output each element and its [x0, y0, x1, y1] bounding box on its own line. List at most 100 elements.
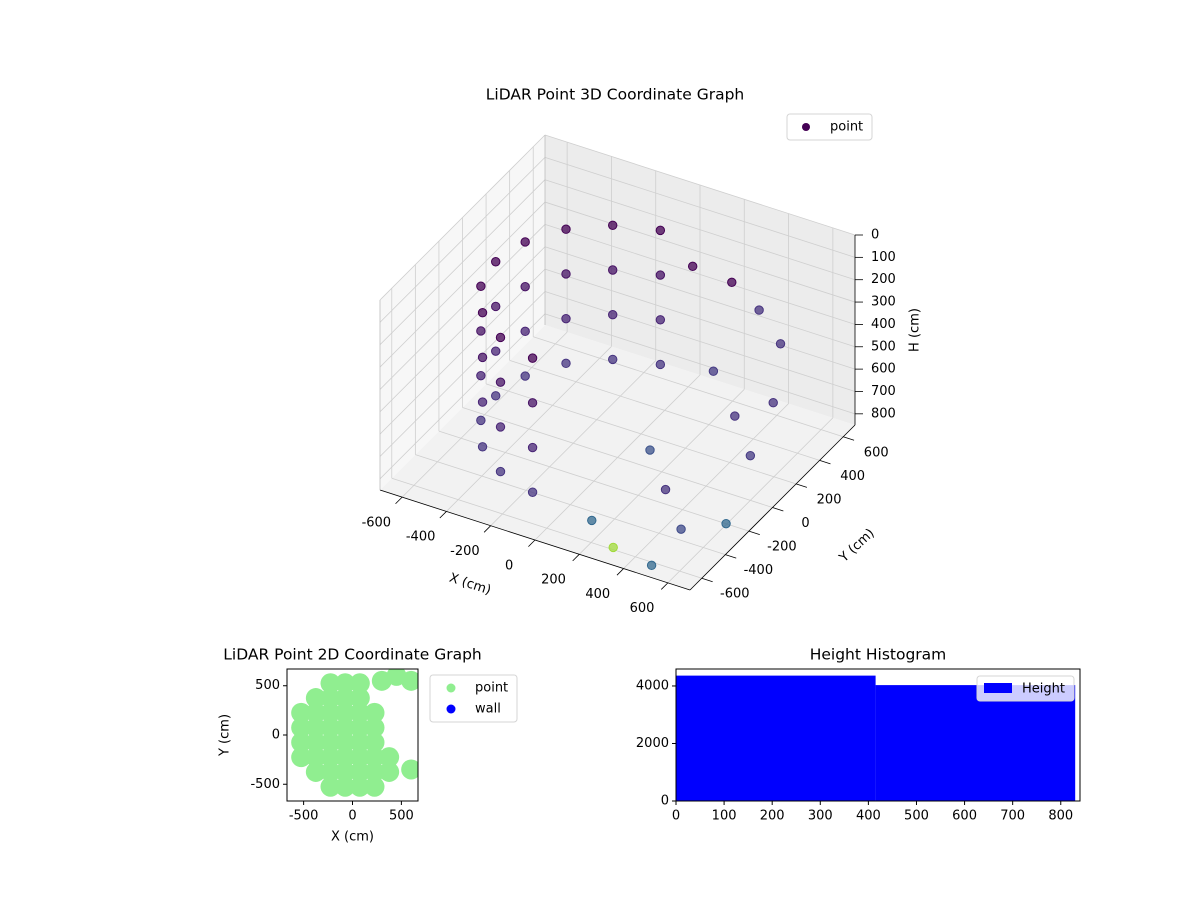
z-tick-label: 700 — [871, 384, 896, 399]
legend-label: point — [830, 120, 863, 135]
grid-line — [462, 407, 773, 508]
grid-line — [485, 383, 797, 485]
axes-frame — [675, 668, 1081, 802]
legend-marker — [446, 683, 456, 693]
point — [527, 442, 538, 453]
legend-box — [429, 674, 518, 723]
point — [687, 261, 698, 272]
z-tick-label: 400 — [871, 317, 896, 332]
point — [708, 366, 719, 376]
point — [520, 237, 530, 247]
x-tick-label: 0 — [348, 809, 356, 824]
point — [335, 747, 356, 768]
z-tick-label: 200 — [871, 272, 896, 287]
point — [349, 747, 370, 768]
point — [364, 717, 385, 738]
grid-line — [544, 246, 856, 348]
bar — [875, 685, 1076, 801]
bar — [676, 675, 876, 801]
y-tick-label: 600 — [864, 445, 889, 460]
chart-title: LiDAR Point 2D Coordinate Graph — [223, 646, 481, 664]
plot-area — [291, 669, 418, 797]
point — [349, 761, 370, 782]
point — [305, 747, 326, 768]
x-tick — [660, 582, 669, 590]
point — [349, 702, 370, 723]
y-tick — [772, 507, 784, 512]
point — [476, 415, 486, 426]
y-tick — [795, 483, 808, 488]
grid-line — [544, 268, 856, 370]
x-tick — [572, 554, 580, 562]
y-tick-label: 400 — [840, 469, 865, 484]
point — [335, 702, 356, 723]
grid-line — [379, 224, 546, 390]
z-tick-label: 100 — [871, 250, 896, 265]
y-tick-label: 0 — [661, 794, 669, 809]
x-axis — [379, 489, 691, 591]
point — [364, 776, 385, 797]
point — [608, 354, 618, 365]
point — [349, 688, 370, 709]
point — [745, 450, 756, 461]
point — [364, 702, 385, 723]
point — [305, 702, 326, 723]
grid-line — [379, 313, 546, 480]
legend-label: point — [475, 681, 508, 696]
point — [476, 281, 486, 291]
point — [335, 761, 356, 782]
y-tick-label: -600 — [720, 587, 750, 602]
grid-line — [544, 156, 856, 258]
y-tick — [725, 554, 737, 559]
point — [495, 422, 506, 432]
point — [495, 377, 506, 387]
x-tick-label: 400 — [856, 809, 881, 824]
point — [477, 307, 488, 318]
z-axis-label: H (cm) — [908, 308, 923, 352]
point — [379, 761, 400, 782]
point — [349, 732, 370, 753]
y-tick-label: 200 — [817, 492, 842, 507]
grid-line — [544, 201, 856, 303]
x-tick — [395, 496, 403, 505]
grid-line — [509, 359, 820, 461]
point — [587, 515, 597, 526]
chart-title: Height Histogram — [810, 646, 947, 664]
point — [660, 484, 671, 495]
grid-line — [533, 336, 844, 438]
point — [655, 315, 666, 325]
x-tick-label: 0 — [505, 558, 513, 573]
z-tick-label: 500 — [871, 339, 896, 354]
x-tick-label: 800 — [1048, 809, 1073, 824]
x-tick-label: -600 — [362, 515, 392, 530]
point — [655, 270, 666, 280]
point — [768, 398, 778, 408]
point — [291, 747, 312, 768]
y-tick — [843, 436, 855, 441]
point — [477, 352, 488, 363]
grid-line — [379, 291, 546, 457]
point — [335, 717, 356, 738]
grid-line — [544, 134, 856, 236]
point — [291, 732, 312, 753]
point — [655, 225, 666, 236]
x-tick — [528, 539, 536, 547]
point — [335, 673, 356, 694]
y-tick — [819, 459, 831, 465]
grid-line — [544, 224, 856, 325]
grid-line — [379, 201, 546, 368]
point — [364, 747, 385, 768]
point — [495, 466, 506, 477]
point — [335, 688, 356, 709]
y-tick-label: -400 — [744, 563, 774, 578]
z-tick-label: 300 — [871, 295, 896, 310]
x-tick-label: 400 — [585, 587, 610, 602]
point — [320, 673, 341, 694]
z-tick-label: 0 — [871, 228, 879, 243]
x-tick-label: 300 — [808, 809, 833, 824]
point — [477, 397, 488, 407]
point — [364, 761, 385, 782]
x-tick-label: 500 — [389, 809, 414, 824]
point — [676, 524, 686, 534]
